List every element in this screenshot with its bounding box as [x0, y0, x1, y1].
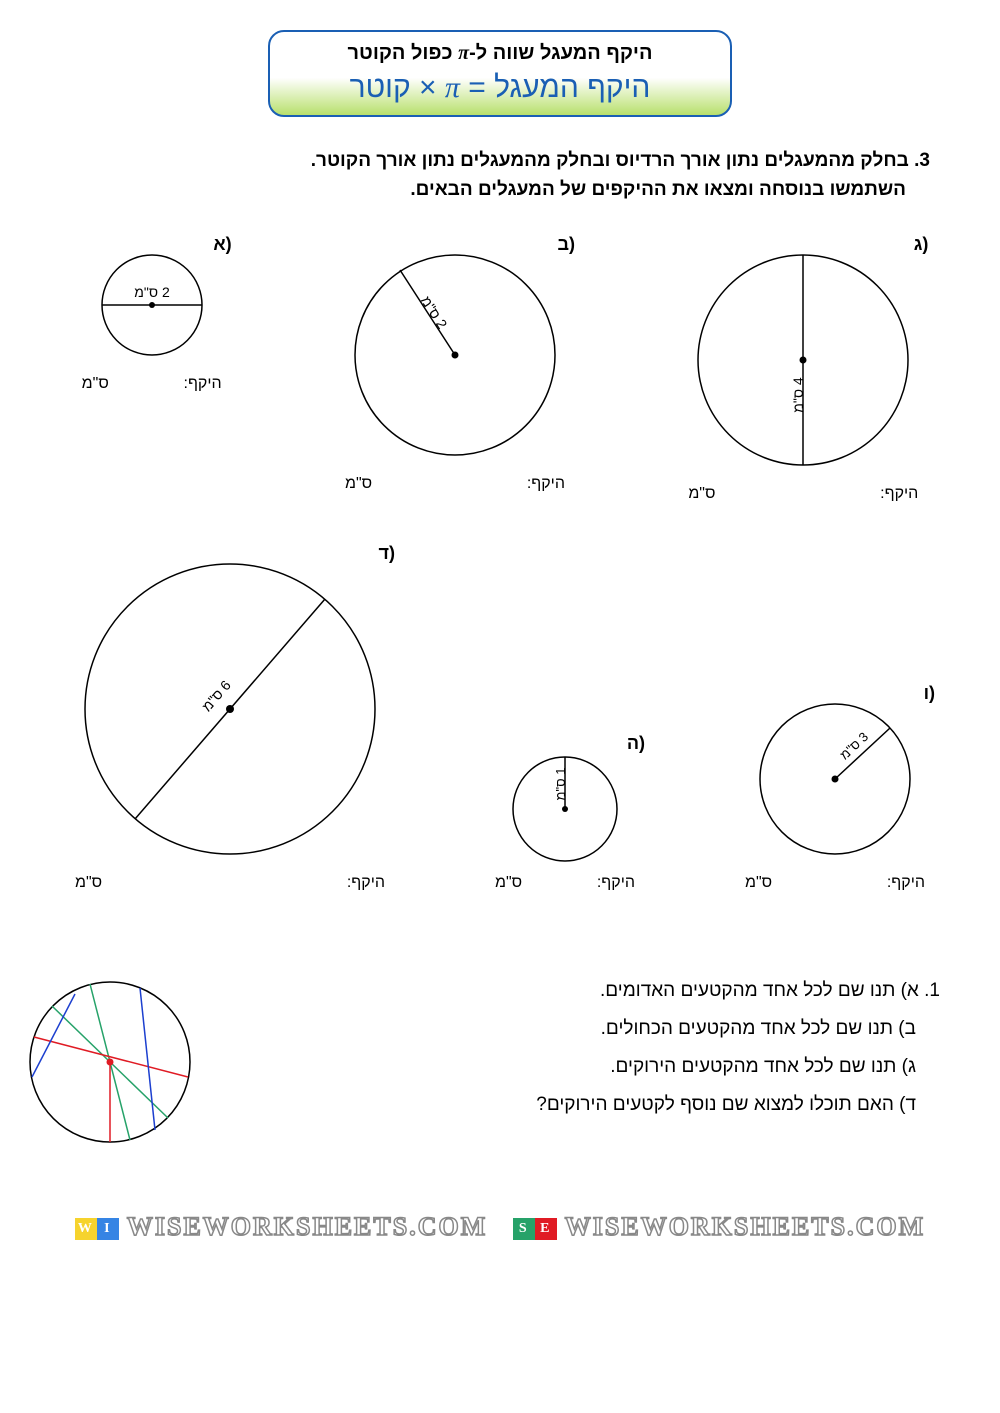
q1-c: ג) תנו שם לכל אחד מהקטעים הירוקים.	[610, 1056, 916, 1077]
q3-text2: השתמשו בנוסחה ומצאו את ההיקפים של המעגלי…	[410, 179, 906, 200]
formula-line2: היקף המעגל = π × קוטר	[290, 71, 710, 105]
answer-unit: ס"מ	[345, 475, 372, 493]
q3-text1: בחלק מהמעגלים נתון אורך הרדיוס ובחלק מהמ…	[311, 150, 909, 171]
circles-row-2: ד) 6 ס"מ היקף: ס"מ ה) 1 ס"מ היקף: ס"מ ו)	[20, 543, 980, 892]
answer-label: היקף:	[347, 874, 385, 892]
answer-unit: ס"מ	[82, 375, 109, 393]
question-1: 1. א) תנו שם לכל אחד מהקטעים האדומים. ב)…	[20, 972, 980, 1152]
q1-b: ב) תנו שם לכל אחד מהקטעים הכחולים.	[601, 1018, 916, 1039]
circle-d: ד) 6 ס"מ היקף: ס"מ	[65, 543, 395, 892]
q1-number: 1.	[924, 980, 940, 1001]
answer-label: היקף:	[887, 874, 925, 892]
times: ×	[411, 71, 437, 104]
answer-unit: ס"מ	[745, 874, 772, 892]
answer-unit: ס"מ	[495, 874, 522, 892]
svg-text:4 ס"מ: 4 ס"מ	[790, 377, 806, 413]
answer-line: היקף: ס"מ	[65, 874, 395, 892]
circle-letter: ה)	[627, 733, 645, 754]
answer-line: היקף: ס"מ	[678, 485, 928, 503]
svg-text:1 ס"מ: 1 ס"מ	[553, 768, 568, 801]
pi-symbol: π	[458, 42, 469, 64]
watermark-text: WISEWORKSHEETS.COM	[127, 1212, 487, 1241]
circle-d-svg: 6 ס"מ	[75, 554, 385, 864]
answer-label: היקף:	[184, 375, 222, 393]
answer-label: היקף:	[527, 475, 565, 493]
formula-text: היקף המעגל שווה ל-	[469, 42, 652, 64]
circle-b-svg: 2 ס"מ	[345, 245, 565, 465]
circle-e-svg: 1 ס"מ	[505, 744, 625, 864]
circles-row-1: א) 2 ס"מ היקף: ס"מ ב) 2 ס"מ היקף: ס"מ ג)	[20, 234, 980, 503]
circle-letter: ו)	[924, 683, 935, 704]
circle-letter: א)	[213, 234, 231, 255]
answer-unit: ס"מ	[688, 485, 715, 503]
formula-line1: היקף המעגל שווה ל-π כפול הקוטר	[290, 42, 710, 65]
svg-text:2 ס"מ: 2 ס"מ	[134, 284, 170, 300]
watermark: WI WISEWORKSHEETS.COM SE WISEWORKSHEETS.…	[20, 1212, 980, 1242]
circle-b: ב) 2 ס"מ היקף: ס"מ	[335, 234, 575, 493]
circle-f: ו) 3 ס"מ היקף: ס"מ	[735, 683, 935, 892]
answer-line: היקף: ס"מ	[72, 375, 232, 393]
pi-symbol: π	[445, 71, 460, 104]
answer-label: היקף:	[880, 485, 918, 503]
answer-label: היקף:	[597, 874, 635, 892]
formula-box: היקף המעגל שווה ל-π כפול הקוטר היקף המעג…	[268, 30, 732, 117]
q3-instructions: 3. בחלק מהמעגלים נתון אורך הרדיוס ובחלק …	[70, 147, 930, 204]
q1-text: 1. א) תנו שם לכל אחד מהקטעים האדומים. ב)…	[200, 972, 940, 1124]
svg-text:3 ס"מ: 3 ס"מ	[837, 729, 871, 762]
answer-line: היקף: ס"מ	[735, 874, 935, 892]
circle-a-svg: 2 ס"מ	[92, 245, 212, 365]
formula-lhs: היקף המעגל	[494, 71, 650, 104]
formula-rhs: קוטר	[350, 71, 411, 104]
equals: =	[460, 71, 486, 104]
answer-unit: ס"מ	[75, 874, 102, 892]
circle-f-svg: 3 ס"מ	[750, 694, 920, 864]
circle-c: ג) 4 ס"מ היקף: ס"מ	[678, 234, 928, 503]
circle-c-svg: 4 ס"מ	[688, 245, 918, 475]
circle-e: ה) 1 ס"מ היקף: ס"מ	[485, 733, 645, 892]
svg-text:2 ס"מ: 2 ס"מ	[418, 293, 451, 332]
watermark-text: WISEWORKSHEETS.COM	[565, 1212, 925, 1241]
answer-line: היקף: ס"מ	[335, 475, 575, 493]
answer-line: היקף: ס"מ	[485, 874, 645, 892]
formula-text: כפול הקוטר	[348, 42, 459, 64]
q1-circle-svg	[20, 972, 200, 1152]
q1-d: ד) האם תוכלו למצוא שם נוסף לקטעים הירוקי…	[536, 1094, 916, 1115]
q1-a: א) תנו שם לכל אחד מהקטעים האדומים.	[600, 980, 919, 1001]
q3-number: 3.	[914, 150, 930, 171]
circle-a: א) 2 ס"מ היקף: ס"מ	[72, 234, 232, 393]
